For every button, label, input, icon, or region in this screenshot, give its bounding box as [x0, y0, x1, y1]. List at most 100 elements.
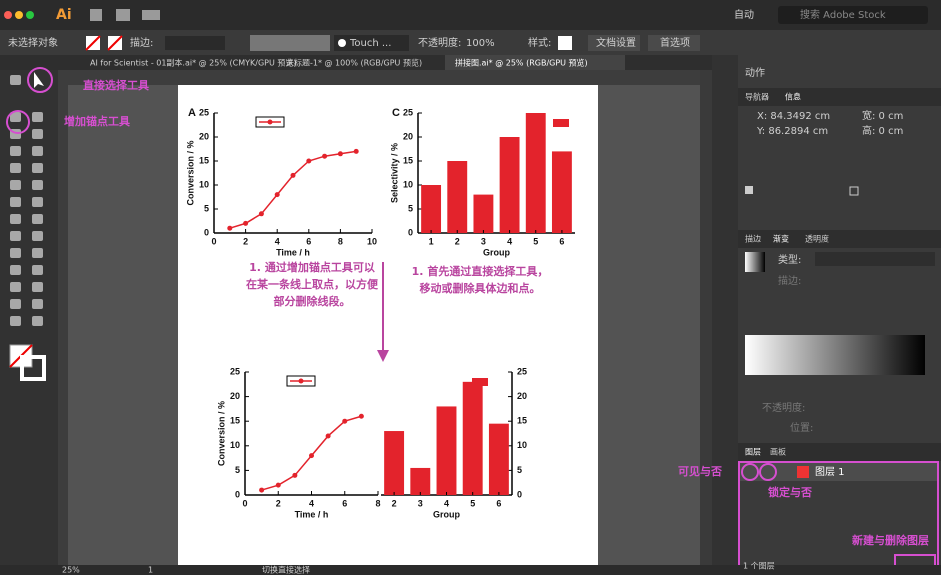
opacity-label: 不透明度:: [418, 36, 461, 49]
brush-select[interactable]: [334, 35, 409, 51]
scrollbar[interactable]: [700, 70, 712, 565]
point: [258, 211, 264, 217]
prefs[interactable]: 首选项: [660, 36, 690, 49]
search-box[interactable]: [778, 6, 928, 24]
panel-tab[interactable]: 描边: [745, 234, 761, 244]
point: [290, 172, 296, 178]
variable-width[interactable]: [250, 35, 330, 51]
tool[interactable]: [32, 180, 43, 190]
y-tick-label: 20: [199, 131, 209, 141]
tool[interactable]: [32, 112, 43, 122]
y-tick-label: 25: [517, 366, 527, 376]
x-tick-label: 10: [367, 236, 377, 246]
tool[interactable]: [10, 248, 21, 258]
bar: [462, 381, 483, 495]
highlight: [27, 67, 53, 93]
icon[interactable]: [142, 10, 160, 20]
panel-tab[interactable]: 图层: [745, 448, 761, 457]
tool[interactable]: [34, 72, 44, 88]
y-tick-label: 0: [408, 227, 413, 237]
panel-tab[interactable]: 画板: [770, 447, 786, 457]
tool[interactable]: [10, 299, 21, 309]
bar: [525, 113, 546, 233]
y-axis-label: Conversion / %: [216, 401, 226, 466]
x-tick-label: 5: [533, 236, 538, 246]
gradient-bar[interactable]: [745, 335, 925, 375]
tool[interactable]: [32, 197, 43, 207]
tool[interactable]: [32, 231, 43, 241]
panel-label: C: [392, 107, 400, 119]
tool[interactable]: [10, 265, 21, 275]
y-tick-label: 5: [517, 465, 522, 475]
tool[interactable]: [10, 282, 21, 292]
tool[interactable]: [10, 197, 21, 207]
panel-tab[interactable]: 导航器: [745, 92, 769, 102]
tool[interactable]: [10, 214, 21, 224]
x-axis-label: Group: [483, 247, 510, 257]
tool[interactable]: [32, 248, 43, 258]
tool[interactable]: [10, 163, 21, 173]
stroke-box[interactable]: [20, 355, 46, 381]
ruler-vertical: [58, 85, 68, 565]
tool[interactable]: [10, 112, 21, 122]
y-tick-label: 15: [199, 155, 209, 165]
stroke-input[interactable]: [165, 36, 225, 50]
panel-tab[interactable]: 透明度: [805, 234, 829, 244]
doc-setup-button[interactable]: [588, 35, 640, 51]
tool[interactable]: [32, 282, 43, 292]
x-tick-label: 2: [392, 498, 397, 508]
brush[interactable]: Touch ...: [349, 38, 391, 49]
workspace[interactable]: 自动: [734, 8, 754, 21]
gradient-type: 类型:: [778, 253, 801, 266]
x-tick-label: 4: [275, 236, 280, 246]
search-placeholder[interactable]: 搜索 Adobe Stock: [800, 8, 886, 21]
y-tick-label: 15: [403, 155, 413, 165]
x-tick-label: 5: [470, 498, 475, 508]
y-axis-label: Selectivity / %: [389, 143, 399, 203]
panel-tab[interactable]: 信息: [785, 92, 801, 102]
icon[interactable]: [90, 9, 102, 21]
point: [292, 472, 298, 478]
point: [337, 151, 343, 157]
zoom[interactable]: 25%: [62, 566, 80, 575]
x-tick-label: 6: [306, 236, 311, 246]
active-tab[interactable]: [445, 55, 625, 70]
panel-tab[interactable]: 渐变: [773, 234, 789, 244]
tool[interactable]: [10, 180, 21, 190]
tool[interactable]: [32, 214, 43, 224]
x-tick-label: 4: [444, 498, 449, 508]
tool[interactable]: [10, 316, 21, 326]
bar: [499, 137, 520, 233]
tool[interactable]: [10, 231, 21, 241]
layer-name[interactable]: 图层 1: [815, 466, 845, 478]
minimize[interactable]: [15, 11, 23, 19]
gradient-position: 位置:: [790, 421, 813, 434]
tab[interactable]: 拼接图.ai* @ 25% (RGB/GPU 预览): [455, 58, 588, 68]
style-swatch[interactable]: [558, 36, 572, 50]
tool[interactable]: [32, 146, 43, 156]
prefs-button[interactable]: [648, 35, 700, 51]
x-tick-label: 6: [559, 236, 564, 246]
zoom[interactable]: [26, 11, 34, 19]
close[interactable]: [4, 11, 12, 19]
opacity[interactable]: 100%: [466, 38, 495, 49]
layer-row[interactable]: [740, 463, 938, 481]
tool[interactable]: [10, 146, 21, 156]
tool[interactable]: [10, 75, 21, 85]
x-tick-label: 8: [375, 498, 380, 508]
page[interactable]: 1: [148, 566, 153, 575]
tool[interactable]: [32, 163, 43, 173]
point: [274, 192, 280, 198]
icon[interactable]: [116, 9, 130, 21]
tool[interactable]: [32, 265, 43, 275]
info-w: 宽: 0 cm: [862, 109, 903, 122]
tab[interactable]: AI for Scientist - 01副本.ai* @ 25% (CMYK/…: [90, 58, 296, 68]
tool[interactable]: [32, 299, 43, 309]
tool[interactable]: [32, 129, 43, 139]
bar: [436, 406, 457, 495]
doc-setup[interactable]: 文档设置: [596, 36, 636, 49]
tool[interactable]: [32, 316, 43, 326]
bar: [421, 185, 442, 233]
tab[interactable]: 未标题-1* @ 100% (RGB/GPU 预览): [286, 58, 422, 68]
legend: [286, 375, 316, 387]
